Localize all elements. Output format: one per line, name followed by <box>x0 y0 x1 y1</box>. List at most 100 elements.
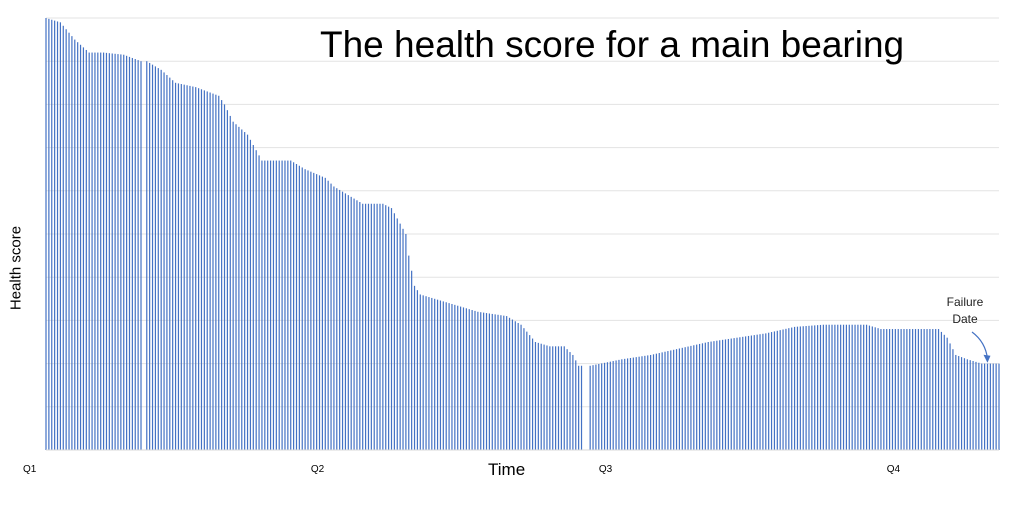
bar <box>880 329 882 450</box>
bar <box>411 270 413 450</box>
gridlines <box>46 17 999 408</box>
bar <box>252 145 254 450</box>
bar <box>917 329 919 450</box>
bar <box>863 324 865 450</box>
bar <box>733 338 735 450</box>
bar <box>768 332 770 450</box>
bar <box>837 324 839 450</box>
bar <box>206 91 208 450</box>
bar <box>842 324 845 450</box>
bar <box>851 324 853 450</box>
bar <box>79 44 82 450</box>
bar <box>310 171 312 451</box>
bar <box>275 160 277 450</box>
bar <box>56 21 59 451</box>
bar <box>85 49 87 450</box>
bar <box>304 169 306 450</box>
bar <box>923 329 925 450</box>
bar <box>805 326 807 450</box>
bar <box>932 329 934 450</box>
bar <box>508 317 511 450</box>
bar <box>333 186 335 451</box>
bar <box>984 363 986 450</box>
failure-arrowhead <box>983 354 991 363</box>
bar <box>293 162 295 451</box>
bar <box>742 336 744 450</box>
bar <box>94 52 96 451</box>
bar <box>255 150 257 450</box>
bar <box>131 57 133 451</box>
bar <box>641 356 643 450</box>
bar <box>200 89 203 450</box>
bar <box>848 324 850 450</box>
bar <box>65 29 67 450</box>
bar <box>483 312 485 450</box>
bar <box>62 25 64 451</box>
bar <box>871 326 873 450</box>
bar <box>802 326 804 450</box>
bar <box>952 349 954 450</box>
bar <box>198 88 200 450</box>
bar <box>324 177 326 450</box>
bar <box>457 305 459 450</box>
bar <box>773 331 776 450</box>
annotation-line-1: Failure <box>946 295 984 309</box>
bar <box>644 355 646 450</box>
bar <box>235 124 237 451</box>
bar <box>425 296 427 450</box>
bar <box>160 69 162 450</box>
bar <box>264 160 266 450</box>
bar <box>975 361 977 450</box>
bar <box>618 359 620 450</box>
bar <box>817 325 819 450</box>
bar <box>157 68 159 451</box>
bar <box>330 183 332 450</box>
bar <box>549 346 551 450</box>
bar <box>906 329 908 450</box>
bar <box>909 329 911 450</box>
bar <box>218 95 220 450</box>
bar <box>650 354 652 450</box>
bar <box>241 129 243 450</box>
bar <box>739 337 741 450</box>
bar <box>661 352 663 450</box>
bar <box>926 329 928 450</box>
bar <box>998 363 1000 450</box>
bar <box>793 326 796 450</box>
bar <box>215 94 217 451</box>
bar <box>364 203 367 450</box>
bar <box>868 325 871 450</box>
bar <box>811 325 813 450</box>
bar <box>563 346 565 450</box>
bar <box>137 60 139 451</box>
bar <box>690 345 692 450</box>
bar <box>344 193 347 450</box>
bar <box>526 331 528 450</box>
bar <box>120 54 122 450</box>
bar <box>834 324 836 450</box>
bar <box>91 52 93 451</box>
bar <box>428 297 430 450</box>
bar <box>629 357 632 450</box>
bar <box>48 18 50 451</box>
bar <box>511 319 514 450</box>
bar <box>390 208 393 450</box>
bar <box>865 324 868 450</box>
bar <box>658 353 660 450</box>
bar <box>128 56 131 450</box>
bar <box>68 32 70 450</box>
bar <box>747 335 750 450</box>
bar <box>857 324 859 450</box>
bar <box>488 313 490 450</box>
bar <box>825 324 827 450</box>
bar <box>782 329 784 450</box>
bar <box>436 299 439 450</box>
bar <box>578 365 580 450</box>
bar <box>267 160 269 450</box>
bar <box>367 203 370 450</box>
bar <box>719 340 721 450</box>
bar <box>546 345 548 450</box>
bar <box>557 346 560 450</box>
bar <box>652 354 655 450</box>
bar <box>327 180 329 450</box>
